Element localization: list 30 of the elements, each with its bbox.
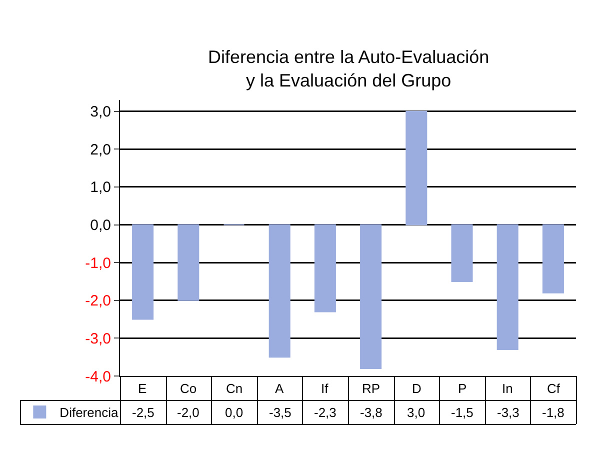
y-tick-label: 1,0 [90,179,111,196]
y-tick-label: -3,0 [85,330,111,348]
y-tick-label: -2,0 [85,292,111,310]
y-tick-label: 2,0 [90,141,111,158]
data-label: 0,0 [225,405,244,420]
y-tick-label: 0,0 [90,217,111,234]
data-label: -3,5 [269,405,292,420]
x-tick-label: In [502,381,513,396]
x-tick-label: If [321,381,329,396]
x-tick-label: E [138,381,147,396]
data-label: -2,0 [177,405,200,420]
legend-label: Diferencia [60,405,119,420]
y-tick-label: 3,0 [90,104,111,121]
chart-title: Diferencia entre la Auto-Evaluación y la Evaluación del Grupo [208,47,490,90]
data-label: -3,8 [360,405,382,420]
data-label: 3,0 [407,405,426,420]
data-label: -1,8 [542,405,564,420]
data-label: -2,3 [314,405,336,420]
y-tick-label: -4,0 [85,368,111,386]
x-tick-label: Cn [226,381,243,396]
x-tick-label: P [458,381,467,396]
x-tick-label: Co [180,381,197,396]
data-label: -3,3 [497,405,520,420]
data-label: -2,5 [132,405,154,420]
x-tick-label: A [275,381,284,396]
x-tick-label: D [412,381,422,396]
y-tick-label: -1,0 [85,254,111,272]
x-tick-label: Cf [547,381,560,396]
data-label: -1,5 [451,405,474,420]
x-tick-label: RP [362,381,380,396]
